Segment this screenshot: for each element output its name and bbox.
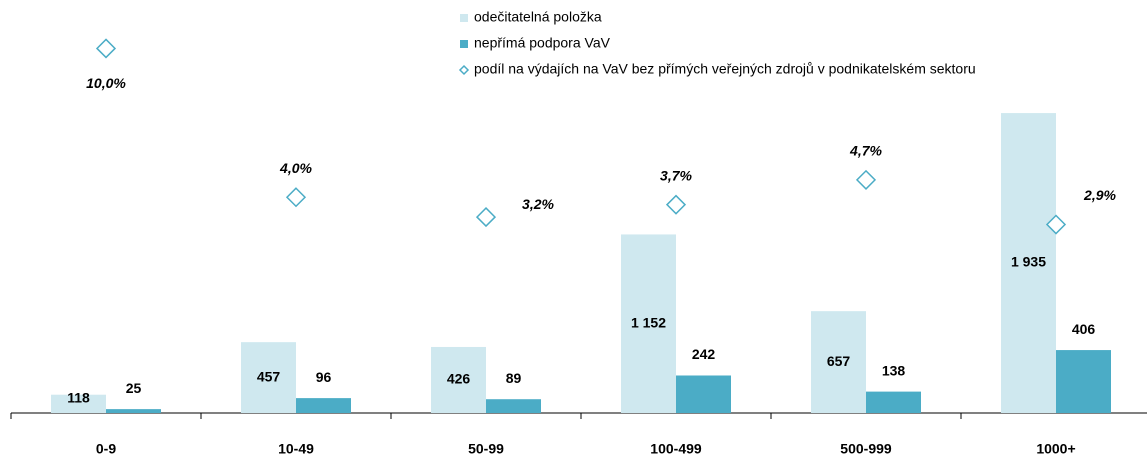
marker <box>285 187 307 208</box>
bar <box>431 346 486 413</box>
legend-label: nepřímá podpora VaV <box>474 35 611 51</box>
marker <box>665 194 687 215</box>
bar <box>621 234 676 413</box>
data-label: 10,0% <box>86 75 126 91</box>
data-label: 3,7% <box>660 167 692 183</box>
marker <box>95 38 117 59</box>
bar <box>811 311 866 413</box>
legend-label: odečitatelná položka <box>474 9 602 25</box>
data-label: 4,0% <box>279 160 312 176</box>
x-tick-label: 50-99 <box>468 441 504 457</box>
bar <box>51 394 106 413</box>
data-label: 1 152 <box>631 314 666 330</box>
data-label: 118 <box>67 390 90 406</box>
data-label: 138 <box>882 362 906 378</box>
data-label: 3,2% <box>522 196 554 212</box>
bar <box>106 409 161 413</box>
data-label: 657 <box>827 353 851 369</box>
marker <box>475 207 497 228</box>
data-label: 2,9% <box>1083 187 1116 203</box>
bar <box>241 342 296 413</box>
legend-label: podíl na výdajích na VaV bez přímých veř… <box>474 61 976 77</box>
data-label: 1 935 <box>1011 254 1046 270</box>
data-label: 406 <box>1072 321 1096 337</box>
bar <box>866 391 921 413</box>
legend-marker <box>460 40 468 48</box>
data-label: 96 <box>316 369 332 385</box>
bar <box>296 398 351 413</box>
data-label: 426 <box>447 371 471 387</box>
x-tick-label: 10-49 <box>278 441 314 457</box>
x-tick-label: 0-9 <box>96 441 116 457</box>
x-tick-label: 100-499 <box>650 441 702 457</box>
x-tick-label: 500-999 <box>840 441 892 457</box>
bar <box>1001 113 1056 413</box>
data-label: 457 <box>257 368 281 384</box>
bar <box>486 399 541 413</box>
marker <box>1045 214 1067 235</box>
data-label: 4,7% <box>849 143 882 159</box>
bar <box>676 375 731 413</box>
x-tick-label: 1000+ <box>1036 441 1075 457</box>
legend-marker <box>458 64 470 76</box>
data-label: 89 <box>506 370 522 386</box>
marker <box>855 169 877 190</box>
data-label: 25 <box>126 380 142 396</box>
data-label: 242 <box>692 346 716 362</box>
bar <box>1056 350 1111 413</box>
legend-marker <box>460 14 468 22</box>
